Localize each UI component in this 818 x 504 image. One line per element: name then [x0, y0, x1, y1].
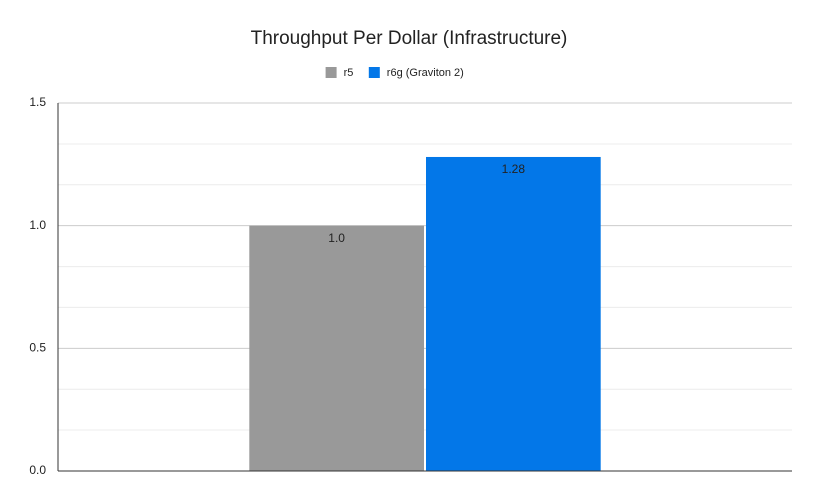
- legend-swatch: [368, 67, 380, 78]
- bar: [249, 225, 424, 471]
- legend-label: r6g (Graviton 2): [387, 67, 464, 79]
- legend-label: r5: [344, 67, 354, 79]
- chart-title: Throughput Per Dollar (Infrastructure): [251, 28, 568, 49]
- bar: [426, 156, 601, 471]
- y-tick-label: 0.0: [29, 463, 46, 477]
- y-tick-label: 0.5: [29, 341, 46, 355]
- legend-swatch: [325, 67, 337, 78]
- data-label: 1.28: [502, 162, 526, 176]
- y-tick-label: 1.5: [29, 95, 46, 109]
- y-tick-label: 1.0: [29, 218, 46, 232]
- data-label: 1.0: [328, 231, 345, 245]
